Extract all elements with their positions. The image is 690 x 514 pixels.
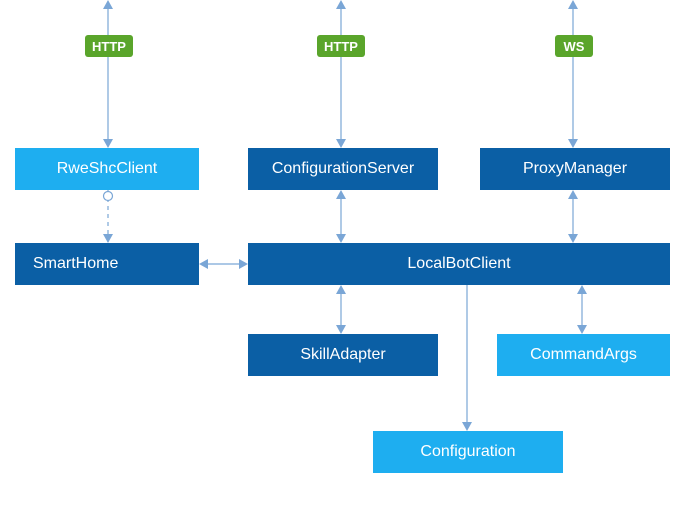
e-rwe-top [103,0,113,148]
rwe-shc-client: RweShcClient [15,148,199,190]
smart-home: SmartHome [15,243,199,285]
configuration-label: Configuration [420,443,515,461]
command-args-label: CommandArgs [530,346,637,364]
local-bot-client-label: LocalBotClient [407,255,510,273]
e-cfgsrv-lbc [336,190,346,243]
configuration: Configuration [373,431,563,473]
e-proxy-top [568,0,578,148]
e-smart-lbc [199,259,248,269]
badge-ws-label: WS [564,39,585,54]
e-proxy-lbc [568,190,578,243]
e-lbc-skill [336,285,346,334]
diagram-stage: { "colors": { "dark_blue": "#0b5fa5", "l… [0,0,690,514]
badge-http-2-label: HTTP [324,39,358,54]
e-rwe-smart [103,190,113,243]
badge-http-1-label: HTTP [92,39,126,54]
e-cfgsrv-top [336,0,346,148]
configuration-server-label: ConfigurationServer [272,160,414,178]
e-lbc-config [462,285,472,431]
skill-adapter-label: SkillAdapter [300,346,385,364]
badge-ws: WS [555,35,593,57]
rwe-shc-client-label: RweShcClient [57,160,157,178]
skill-adapter: SkillAdapter [248,334,438,376]
e-lbc-cmdargs [577,285,587,334]
badge-http-2: HTTP [317,35,365,57]
configuration-server: ConfigurationServer [248,148,438,190]
proxy-manager: ProxyManager [480,148,670,190]
badge-http-1: HTTP [85,35,133,57]
proxy-manager-label: ProxyManager [523,160,627,178]
local-bot-client: LocalBotClient [248,243,670,285]
command-args: CommandArgs [497,334,670,376]
smart-home-label: SmartHome [33,255,118,273]
